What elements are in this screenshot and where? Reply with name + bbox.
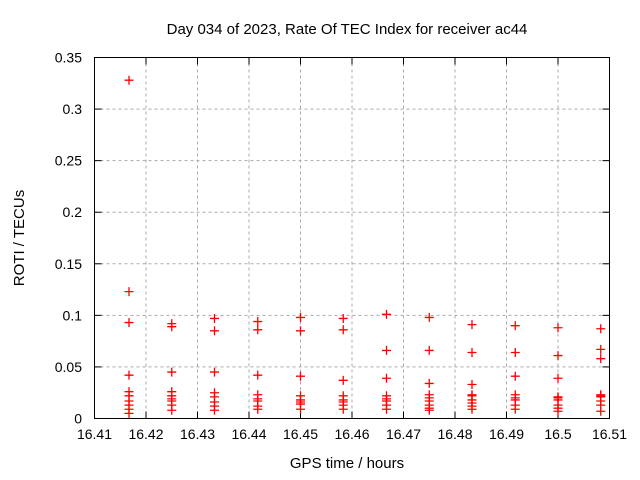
y-tick-label: 0.35 [55,50,82,66]
chart-title: Day 034 of 2023, Rate Of TEC Index for r… [167,21,528,38]
data-point-marker [253,325,263,335]
x-tick-label: 16.49 [489,426,524,442]
x-tick-label: 16.48 [437,426,472,442]
data-point-marker [382,404,392,414]
data-point-marker [553,323,563,333]
x-tick-label: 16.47 [386,426,421,442]
data-point-marker [253,370,263,380]
data-point-marker [338,375,348,385]
data-point-marker [296,371,305,381]
data-point-marker [510,321,520,331]
x-tick-label: 16.51 [592,426,627,442]
data-point-marker [209,367,219,377]
x-tick-label: 16.44 [231,426,266,442]
data-point-marker [596,406,606,416]
y-tick-label: 0.3 [63,101,83,117]
y-tick-label: 0.1 [63,307,83,323]
x-tick-label: 16.5 [544,426,571,442]
data-point-marker [424,312,434,322]
data-point-marker [467,404,477,414]
data-point-marker [596,344,606,354]
data-point-marker [167,322,177,332]
data-point-marker [338,325,348,335]
data-point-marker [510,404,520,414]
data-point-marker [596,354,606,364]
data-point-marker [510,347,520,357]
data-point-marker [296,326,305,336]
data-point-marker [382,345,392,355]
data-point-marker [253,317,263,327]
data-point-marker [167,367,177,377]
data-point-marker [467,379,477,389]
data-point-marker [424,345,434,355]
data-point-marker [167,405,177,415]
y-tick-label: 0.2 [63,204,83,220]
x-tick-label: 16.41 [77,426,112,442]
data-point-marker [124,370,134,380]
data-point-marker [209,326,219,336]
data-point-marker [124,408,134,418]
data-point-marker [553,406,563,416]
data-point-marker [338,404,348,414]
data-point-marker [338,313,348,323]
data-point-marker [124,75,134,85]
data-point-marker [296,404,305,414]
data-point-marker [424,405,434,415]
grid-layer [94,57,610,419]
data-point-marker [382,373,392,383]
data-point-marker [424,378,434,388]
x-tick-label: 16.45 [283,426,318,442]
y-tick-label: 0.15 [55,256,82,272]
x-tick-label: 16.43 [180,426,215,442]
data-point-marker [467,320,477,330]
data-point-marker [253,404,263,414]
data-point-marker [124,287,134,297]
x-tick-label: 16.42 [128,426,163,442]
data-point-marker [209,405,219,415]
data-point-marker [553,373,563,383]
data-point-layer [124,75,606,418]
data-point-marker [296,312,305,322]
data-point-marker [510,371,520,381]
y-tick-label: 0 [74,411,82,427]
data-point-marker [596,324,606,334]
x-axis-label: GPS time / hours [290,455,404,472]
data-point-marker [553,351,563,361]
data-point-marker [467,347,477,357]
axis-layer: 16.41 16.42 16.43 16.44 16.45 16.46 16.47 16.48… [55,50,627,443]
y-tick-label: 0.25 [55,153,82,169]
x-tick-label: 16.46 [334,426,369,442]
data-point-marker [209,313,219,323]
plot-border [94,57,610,419]
data-point-marker [124,318,134,328]
y-axis-label: ROTI / TECUs [11,190,28,286]
data-point-marker [382,309,392,319]
y-tick-label: 0.05 [55,359,82,375]
